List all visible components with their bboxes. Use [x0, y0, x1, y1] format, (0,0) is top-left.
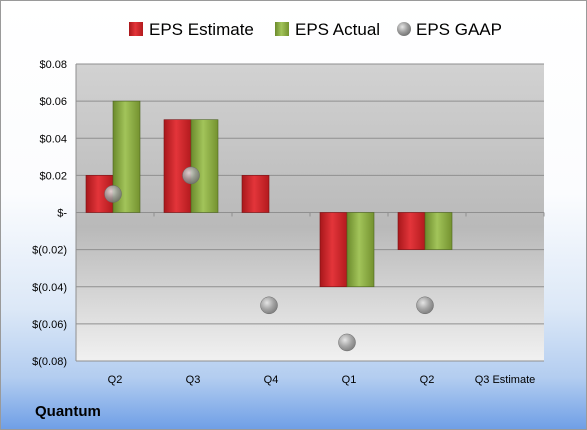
x-tick-label: Q2	[108, 374, 123, 386]
bar-eps-actual	[424, 212, 453, 250]
y-tick-label: $(0.04)	[32, 282, 67, 294]
gaap-points	[104, 166, 434, 352]
legend-swatch-estimate	[129, 22, 143, 36]
point-eps-gaap	[182, 166, 200, 185]
y-tick-label: $0.08	[39, 59, 67, 71]
point-eps-gaap	[416, 296, 434, 315]
legend: EPS Estimate EPS Actual EPS GAAP	[129, 20, 502, 39]
x-tick-label: Q3 Estimate	[475, 374, 536, 386]
y-axis-ticks: $0.08 $0.06 $0.04 $0.02 $- $(0.02) $(0.04) $(0.…	[32, 59, 67, 368]
bar-eps-actual	[346, 212, 375, 288]
company-name: Quantum	[35, 403, 101, 420]
x-tick-label: Q2	[420, 374, 435, 386]
y-tick-label: $0.02	[39, 170, 67, 182]
bar-eps-estimate	[163, 119, 192, 213]
legend-label-gaap: EPS GAAP	[416, 20, 502, 39]
bar-eps-actual	[190, 119, 219, 213]
legend-swatch-actual	[275, 22, 289, 36]
y-tick-label: $0.06	[39, 96, 67, 108]
x-axis-ticks: Q2 Q3 Q4 Q1 Q2 Q3 Estimate	[75, 212, 545, 386]
bars	[85, 100, 453, 288]
bar-eps-estimate	[319, 212, 348, 288]
x-tick-label: Q4	[264, 374, 279, 386]
legend-label-actual: EPS Actual	[295, 20, 380, 39]
point-eps-gaap	[104, 185, 122, 203]
y-tick-label: $(0.08)	[32, 356, 67, 368]
x-tick-label: Q1	[342, 374, 357, 386]
y-tick-label: $-	[57, 208, 67, 220]
y-tick-label: $0.04	[39, 133, 67, 145]
point-eps-gaap	[260, 296, 278, 315]
bar-eps-estimate	[241, 175, 270, 213]
legend-label-estimate: EPS Estimate	[149, 20, 254, 39]
x-tick-label: Q3	[186, 374, 201, 386]
legend-swatch-gaap	[397, 22, 411, 36]
y-tick-label: $(0.06)	[32, 319, 67, 331]
point-eps-gaap	[338, 333, 356, 352]
bar-eps-estimate	[397, 212, 426, 250]
y-tick-label: $(0.02)	[32, 245, 67, 257]
